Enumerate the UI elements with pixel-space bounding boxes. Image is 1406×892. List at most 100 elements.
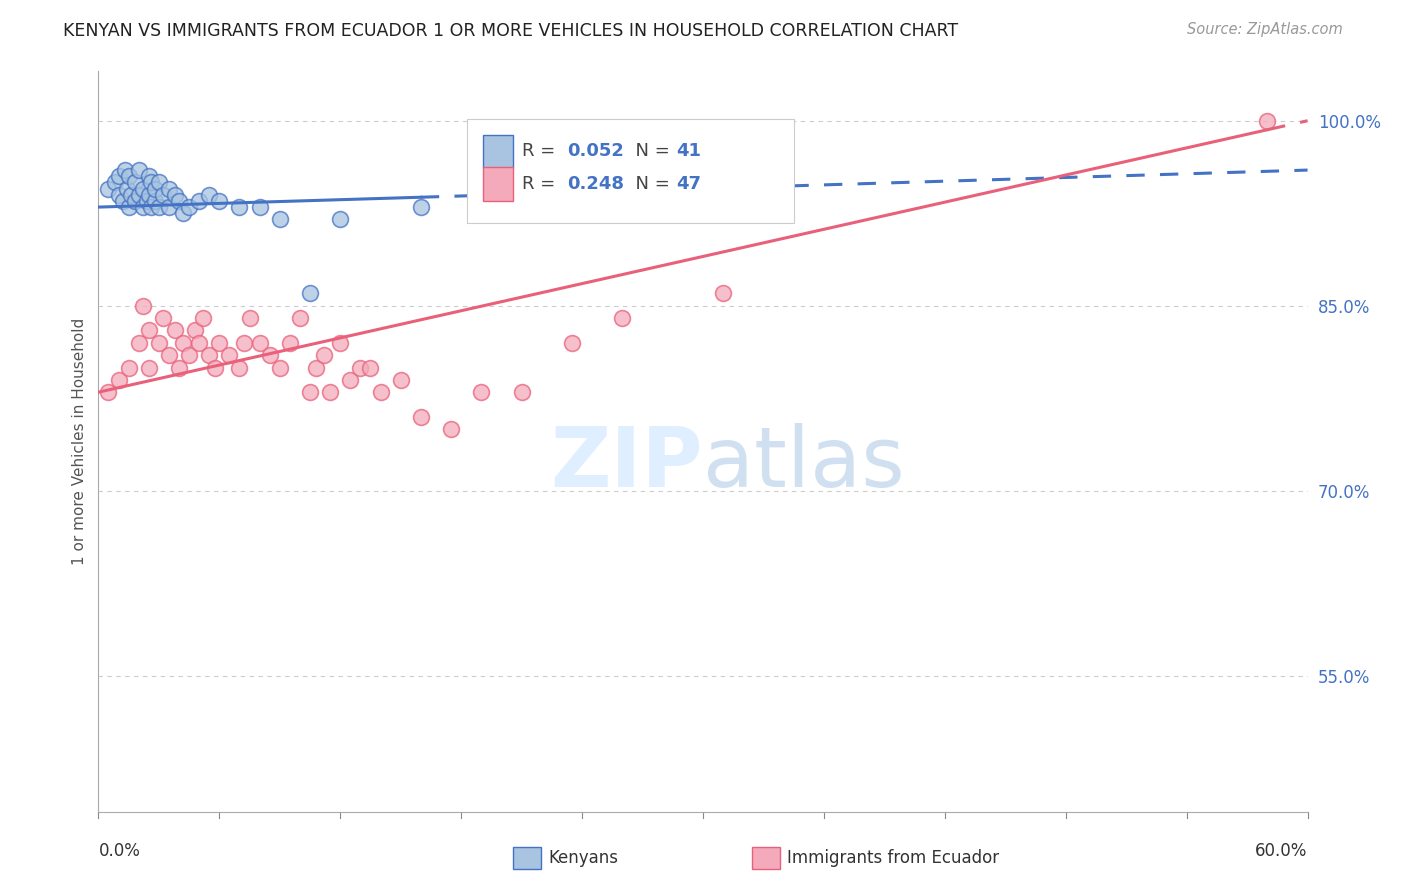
- Point: [139, 200, 162, 214]
- Point: [208, 335, 231, 350]
- Point: [138, 169, 160, 184]
- Point: [172, 206, 194, 220]
- Text: 41: 41: [676, 143, 702, 161]
- Point: [314, 348, 336, 362]
- Point: [148, 200, 170, 214]
- Point: [118, 200, 141, 214]
- Point: [188, 194, 211, 208]
- Point: [107, 187, 129, 202]
- Point: [409, 409, 432, 424]
- Point: [299, 286, 322, 301]
- Point: [305, 360, 328, 375]
- Point: [163, 324, 186, 338]
- Point: [288, 311, 311, 326]
- Point: [163, 187, 186, 202]
- Point: [152, 311, 174, 326]
- Point: [132, 299, 155, 313]
- Text: atlas: atlas: [703, 423, 904, 504]
- Text: R =: R =: [522, 143, 561, 161]
- Point: [612, 311, 634, 326]
- Text: R =: R =: [522, 175, 561, 193]
- Point: [128, 163, 150, 178]
- Point: [249, 335, 271, 350]
- Point: [198, 187, 221, 202]
- Point: [157, 348, 180, 362]
- Point: [124, 194, 146, 208]
- Text: Kenyans: Kenyans: [548, 849, 619, 867]
- Point: [278, 335, 301, 350]
- Point: [107, 169, 129, 184]
- Point: [107, 373, 129, 387]
- Point: [389, 373, 412, 387]
- Point: [120, 187, 142, 202]
- Point: [143, 181, 166, 195]
- Text: ZIP: ZIP: [551, 423, 703, 504]
- Text: 47: 47: [676, 175, 702, 193]
- Point: [114, 163, 136, 178]
- Point: [167, 360, 190, 375]
- Point: [269, 212, 291, 227]
- Point: [138, 324, 160, 338]
- Point: [132, 181, 155, 195]
- Text: 0.248: 0.248: [568, 175, 624, 193]
- Point: [157, 181, 180, 195]
- Point: [339, 373, 361, 387]
- Point: [148, 176, 170, 190]
- Point: [510, 385, 533, 400]
- Point: [132, 200, 155, 214]
- Point: [360, 360, 382, 375]
- Point: [370, 385, 392, 400]
- Point: [711, 286, 734, 301]
- Point: [138, 187, 160, 202]
- Point: [409, 200, 432, 214]
- Point: [97, 181, 120, 195]
- FancyBboxPatch shape: [482, 135, 513, 168]
- Text: 0.0%: 0.0%: [98, 842, 141, 860]
- Point: [124, 176, 146, 190]
- Point: [228, 200, 250, 214]
- FancyBboxPatch shape: [482, 167, 513, 201]
- Text: Source: ZipAtlas.com: Source: ZipAtlas.com: [1187, 22, 1343, 37]
- FancyBboxPatch shape: [467, 120, 793, 223]
- Point: [1256, 113, 1278, 128]
- Text: 0.052: 0.052: [568, 143, 624, 161]
- Point: [115, 181, 138, 195]
- Point: [208, 194, 231, 208]
- Text: KENYAN VS IMMIGRANTS FROM ECUADOR 1 OR MORE VEHICLES IN HOUSEHOLD CORRELATION CH: KENYAN VS IMMIGRANTS FROM ECUADOR 1 OR M…: [63, 22, 959, 40]
- Point: [138, 360, 160, 375]
- Point: [198, 348, 221, 362]
- Point: [143, 194, 166, 208]
- Point: [228, 360, 250, 375]
- Point: [148, 335, 170, 350]
- Point: [184, 324, 207, 338]
- Y-axis label: 1 or more Vehicles in Household: 1 or more Vehicles in Household: [72, 318, 87, 566]
- Point: [139, 176, 162, 190]
- Point: [135, 194, 157, 208]
- Text: N =: N =: [624, 175, 676, 193]
- Point: [167, 194, 190, 208]
- Point: [319, 385, 342, 400]
- Point: [249, 200, 271, 214]
- Point: [440, 422, 463, 436]
- Point: [172, 335, 194, 350]
- Point: [561, 335, 583, 350]
- Text: N =: N =: [624, 143, 676, 161]
- Point: [329, 335, 352, 350]
- Point: [118, 360, 141, 375]
- Point: [128, 335, 150, 350]
- Point: [218, 348, 240, 362]
- Point: [179, 200, 201, 214]
- Point: [232, 335, 254, 350]
- Text: Immigrants from Ecuador: Immigrants from Ecuador: [787, 849, 1000, 867]
- Point: [329, 212, 352, 227]
- Point: [349, 360, 371, 375]
- Point: [259, 348, 281, 362]
- Point: [193, 311, 215, 326]
- Point: [97, 385, 120, 400]
- Text: 60.0%: 60.0%: [1256, 842, 1308, 860]
- Point: [152, 187, 174, 202]
- Point: [179, 348, 201, 362]
- Point: [188, 335, 211, 350]
- Point: [128, 187, 150, 202]
- Point: [470, 385, 492, 400]
